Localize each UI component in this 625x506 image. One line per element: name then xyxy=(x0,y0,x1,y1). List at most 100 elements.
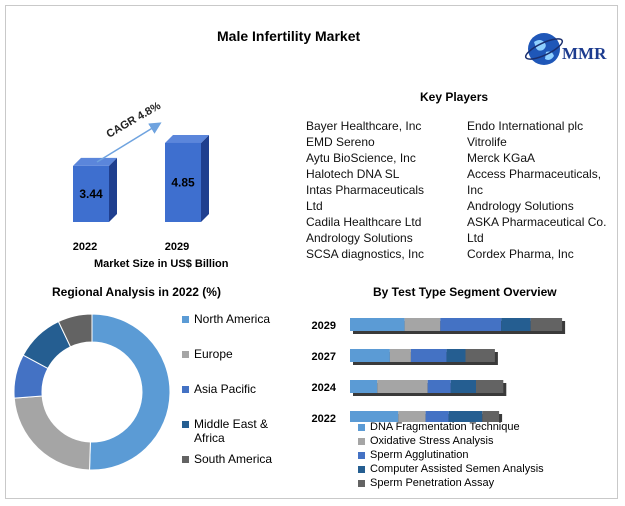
segment-legend-label: Sperm Penetration Assay xyxy=(370,477,495,489)
donut-slice xyxy=(89,313,171,471)
legend-swatch xyxy=(358,479,365,487)
segment-bar xyxy=(446,349,466,362)
segment-year-label: 2027 xyxy=(312,351,336,363)
market-size-caption: Market Size in US$ Billion xyxy=(94,258,229,270)
segment-legend: DNA Fragmentation Technique Oxidative Str… xyxy=(358,420,544,490)
page-title: Male Infertility Market xyxy=(217,28,361,44)
market-size-chart: 3.44 2022 4.85 2029 CAGR 4.8% xyxy=(73,100,209,253)
segment-legend-label: Sperm Agglutination xyxy=(370,449,469,461)
segment-bar xyxy=(440,318,502,331)
key-player-right-item: Ltd xyxy=(467,231,484,245)
key-player-left-item: Andrology Solutions xyxy=(306,231,413,245)
cagr-label: CAGR 4.8% xyxy=(105,100,164,141)
segment-bar xyxy=(482,411,500,422)
segment-bar xyxy=(350,318,405,331)
regional-legend-label: North America xyxy=(194,312,271,326)
segment-bar xyxy=(410,349,447,362)
segment-bar xyxy=(530,318,563,331)
market-bar-side xyxy=(109,157,117,222)
segment-legend-item: Sperm Agglutination xyxy=(358,448,544,462)
legend-swatch xyxy=(182,386,189,393)
cagr-arrow xyxy=(96,122,162,163)
regional-legend-item: Europe xyxy=(182,347,294,382)
legend-swatch xyxy=(358,451,365,459)
segment-bar xyxy=(448,411,483,422)
key-player-right-item: Merck KGaA xyxy=(467,151,536,165)
donut-slice xyxy=(57,313,93,348)
legend-swatch xyxy=(182,351,189,358)
segment-legend-label: Computer Assisted Semen Analysis xyxy=(370,463,544,475)
legend-swatch xyxy=(358,465,365,473)
segment-bar xyxy=(465,349,495,362)
key-player-right-item: ASKA Pharmaceutical Co. xyxy=(467,215,607,229)
market-bar xyxy=(165,142,201,222)
logo-text: MMR xyxy=(562,44,607,63)
market-bar-side xyxy=(201,134,209,222)
key-player-left-item: Aytu BioScience, Inc xyxy=(306,151,416,165)
segment-bar xyxy=(476,380,504,393)
regional-chart-title: Regional Analysis in 2022 (%) xyxy=(52,285,221,299)
key-players-title: Key Players xyxy=(420,90,489,104)
segment-chart-title: By Test Type Segment Overview xyxy=(373,285,557,299)
market-bar-value-label: 4.85 xyxy=(171,175,195,189)
market-year-label: 2022 xyxy=(73,241,97,253)
key-player-right-item: Access Pharmaceuticals, xyxy=(467,167,602,181)
segment-legend-label: Oxidative Stress Analysis xyxy=(370,435,494,447)
key-player-left-item: Ltd xyxy=(306,199,323,213)
regional-legend-label: Asia Pacific xyxy=(194,382,257,396)
segment-bar xyxy=(350,411,399,422)
market-bar-value-label: 3.44 xyxy=(79,187,103,201)
key-player-left-item: Intas Pharmaceuticals xyxy=(306,183,425,197)
globe-icon xyxy=(524,33,564,65)
key-player-right-item: Cordex Pharma, Inc xyxy=(467,247,574,261)
segment-bar xyxy=(350,380,378,393)
segment-bar xyxy=(350,349,390,362)
key-player-right-item: Andrology Solutions xyxy=(467,199,574,213)
regional-donut-chart xyxy=(13,313,171,471)
segment-bar xyxy=(398,411,426,422)
legend-swatch xyxy=(358,437,365,445)
legend-swatch xyxy=(182,421,189,428)
segment-bar xyxy=(427,380,451,393)
regional-legend: North America Europe Asia Pacific Middle Ea… xyxy=(182,312,294,487)
key-player-right-item: Endo International plc xyxy=(467,119,584,133)
segment-year-label: 2024 xyxy=(312,382,337,394)
key-player-left-item: Cadila Healthcare Ltd xyxy=(306,215,422,229)
segment-year-label: 2022 xyxy=(312,413,336,422)
segment-bar-chart: 2029 2027 2024 2022 xyxy=(312,318,566,422)
segment-year-label: 2029 xyxy=(312,320,336,332)
segment-bar xyxy=(450,380,476,393)
key-player-left-item: Halotech DNA SL xyxy=(306,167,400,181)
key-player-right-item: Inc xyxy=(467,183,484,197)
market-bar-top xyxy=(73,157,117,166)
infographic-frame: Male Infertility Market MMR 3.44 2022 4.85… xyxy=(5,5,618,499)
market-bar-top xyxy=(165,134,209,143)
segment-bar xyxy=(389,349,411,362)
segment-bar xyxy=(425,411,449,422)
segment-legend-item: DNA Fragmentation Technique xyxy=(358,420,544,434)
legend-swatch xyxy=(358,423,365,431)
segment-legend-item: Sperm Penetration Assay xyxy=(358,476,544,490)
regional-legend-label: Middle East & Africa xyxy=(194,417,269,445)
regional-legend-item: Asia Pacific xyxy=(182,382,294,417)
key-player-left-item: SCSA diagnostics, Inc xyxy=(306,247,425,261)
key-player-left-item: EMD Sereno xyxy=(306,135,375,149)
key-players-left-list: Bayer Healthcare, Inc EMD Sereno Aytu BioS… xyxy=(306,118,424,262)
regional-legend-label: Europe xyxy=(194,347,233,361)
segment-legend-item: Oxidative Stress Analysis xyxy=(358,434,544,448)
legend-swatch xyxy=(182,456,189,463)
market-bar xyxy=(73,165,109,222)
segment-bar xyxy=(501,318,531,331)
market-year-label: 2029 xyxy=(165,241,189,253)
segment-legend-item: Computer Assisted Semen Analysis xyxy=(358,462,544,476)
logo: MMR xyxy=(524,28,614,72)
key-players-right-list: Endo International plc Vitrolife Merck KGa… xyxy=(467,118,606,262)
key-player-right-item: Vitrolife xyxy=(467,135,507,149)
regional-legend-item: North America xyxy=(182,312,294,347)
regional-legend-label: South America xyxy=(194,452,273,466)
segment-bar xyxy=(377,380,428,393)
donut-slice xyxy=(13,395,91,471)
segment-bar xyxy=(404,318,441,331)
regional-legend-item: South America xyxy=(182,452,294,487)
regional-legend-item: Middle East & Africa xyxy=(182,417,294,452)
